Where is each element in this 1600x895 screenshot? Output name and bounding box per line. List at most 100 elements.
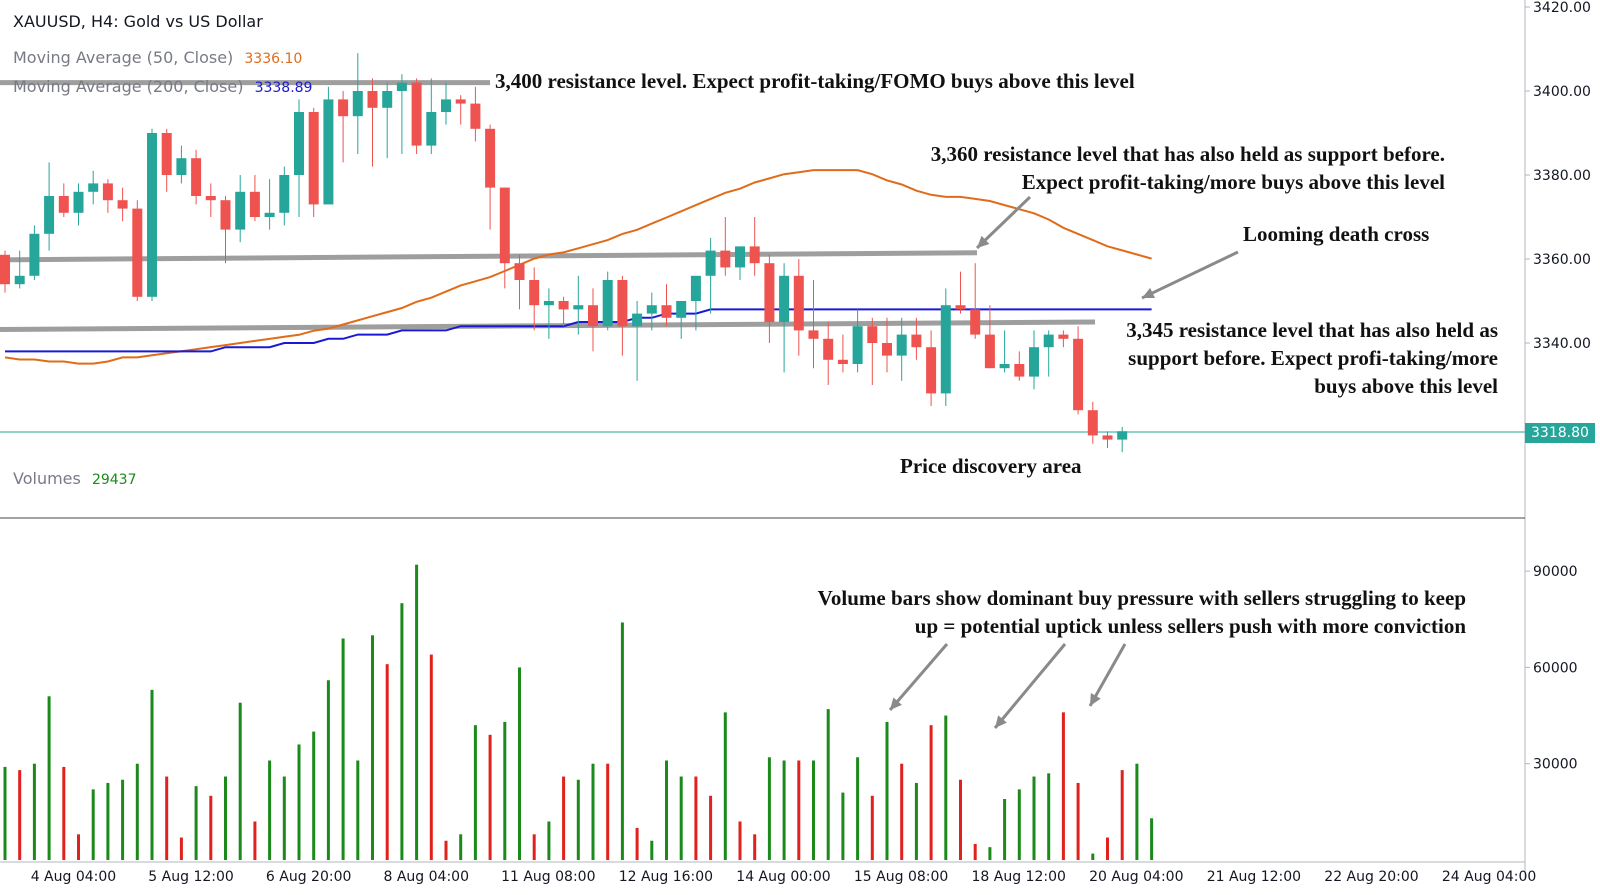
candle-body xyxy=(0,254,10,285)
arrow-death-cross-head xyxy=(1142,287,1155,299)
volume-bar xyxy=(1047,773,1051,860)
candle-body xyxy=(1058,334,1069,339)
time-tick-label: 14 Aug 00:00 xyxy=(736,869,830,885)
volume-bar xyxy=(1003,799,1007,860)
volume-bar xyxy=(400,603,404,860)
candle-body xyxy=(264,212,275,217)
time-tick-label: 22 Aug 20:00 xyxy=(1324,869,1418,885)
candle-body xyxy=(205,196,216,201)
volume-bar xyxy=(47,696,51,860)
volume-bar xyxy=(856,757,860,860)
volume-bar xyxy=(253,821,257,860)
candle-body xyxy=(911,334,922,348)
ma50-legend: Moving Average (50, Close) 3336.10 xyxy=(13,48,302,67)
candle-body xyxy=(970,309,981,335)
annotation-volume-line1: Volume bars show dominant buy pressure w… xyxy=(817,586,1466,610)
volume-bar xyxy=(650,840,654,860)
candle-body xyxy=(808,330,819,339)
volumes-label: Volumes xyxy=(13,469,81,488)
candle-body xyxy=(661,305,672,318)
candle-body xyxy=(58,196,69,213)
volume-bar xyxy=(77,834,80,860)
volume-bar xyxy=(782,760,786,860)
time-tick-label: 24 Aug 04:00 xyxy=(1442,869,1536,885)
candle-body xyxy=(161,133,172,175)
volume-bar xyxy=(62,766,66,860)
volume-bar xyxy=(268,760,272,860)
ma50-label: Moving Average (50, Close) xyxy=(13,48,234,67)
candle-body xyxy=(147,133,157,297)
volume-bar xyxy=(812,760,815,860)
volume-bar xyxy=(635,827,639,860)
candle-body xyxy=(1087,410,1098,436)
annotation-3345-line1: 3,345 resistance level that has also hel… xyxy=(1126,318,1498,342)
price-tick-label: 3400.00 xyxy=(1533,84,1591,100)
ma200-value: 3338.89 xyxy=(254,80,313,96)
volume-bar xyxy=(620,622,624,860)
volume-bar xyxy=(282,776,286,860)
candle-body xyxy=(426,112,437,146)
ma50-value: 3336.10 xyxy=(244,51,303,67)
time-tick-label: 11 Aug 08:00 xyxy=(501,869,595,885)
volume-bar xyxy=(929,725,933,860)
arrow-volume-1 xyxy=(888,643,949,711)
price-tick-label: 3420.00 xyxy=(1533,0,1591,16)
ma50-line xyxy=(4,169,1152,365)
candle-body xyxy=(323,99,334,205)
candle-body xyxy=(308,112,319,205)
ma200-legend: Moving Average (200, Close) 3338.89 xyxy=(13,77,312,96)
candle-body xyxy=(984,334,995,369)
candle-body xyxy=(485,128,496,188)
volume-bar xyxy=(665,760,668,860)
candle-body xyxy=(676,301,687,318)
volume-bar xyxy=(1135,763,1139,860)
arrow-death-cross xyxy=(1141,250,1239,300)
price-tick-label: 3340.00 xyxy=(1533,336,1591,352)
annotation-volume-line2: up = potential uptick unless sellers pus… xyxy=(914,614,1466,638)
candle-body xyxy=(558,301,569,310)
volume-bar xyxy=(870,795,874,860)
candle-body xyxy=(235,191,246,230)
candle-body xyxy=(764,263,775,322)
volume-tick-label: 90000 xyxy=(1533,564,1578,580)
candle-body xyxy=(1073,338,1084,411)
volume-bar xyxy=(1061,712,1065,860)
volume-bar xyxy=(326,680,330,860)
annotation-death-cross: Looming death cross xyxy=(1243,222,1430,246)
candle-body xyxy=(102,183,113,201)
candle-body xyxy=(249,191,260,217)
price-tick-label: 3380.00 xyxy=(1533,168,1591,184)
candle-body xyxy=(14,275,25,285)
volume-bar xyxy=(753,834,757,860)
volume-bar xyxy=(591,763,595,860)
arrow-volume-3-head xyxy=(1090,693,1101,706)
volume-bar xyxy=(194,786,198,860)
candle-body xyxy=(573,305,584,310)
candle-body xyxy=(367,91,378,108)
candle-body xyxy=(852,326,863,364)
candle-body xyxy=(191,158,202,196)
chart-title: XAUUSD, H4: Gold vs US Dollar xyxy=(13,12,263,31)
volume-bar xyxy=(473,725,477,860)
annotation-3345-line3: buys above this level xyxy=(1314,374,1498,398)
candle-body xyxy=(837,359,848,364)
time-tick-label: 21 Aug 12:00 xyxy=(1207,869,1301,885)
annotation-3360-line2: Expect profit-taking/more buys above thi… xyxy=(1021,170,1445,194)
volume-bar xyxy=(135,763,139,860)
time-tick-label: 8 Aug 04:00 xyxy=(384,869,470,885)
candle-body xyxy=(176,158,187,175)
volume-bar xyxy=(1150,818,1154,860)
volumes-legend: Volumes 29437 xyxy=(13,469,136,488)
candle-body xyxy=(1029,347,1039,377)
volume-bar xyxy=(723,712,727,860)
price-tick-label: 3360.00 xyxy=(1533,252,1591,268)
volume-bar xyxy=(3,766,7,860)
volume-bar xyxy=(121,779,125,860)
volume-bar xyxy=(356,760,360,860)
volume-bar xyxy=(488,734,492,860)
annotation-price-discovery: Price discovery area xyxy=(900,454,1082,478)
volume-bar xyxy=(179,837,183,860)
arrow-volume-1-head xyxy=(890,697,902,710)
volume-bar xyxy=(885,721,889,860)
